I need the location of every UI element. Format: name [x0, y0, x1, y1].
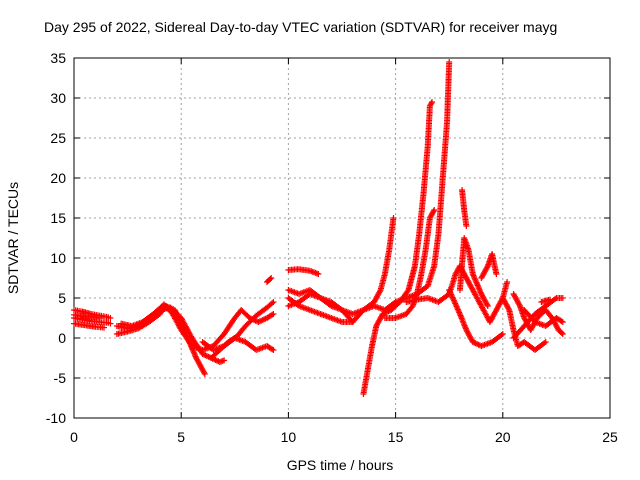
- series-track-9: [208, 355, 228, 365]
- series-markers: [71, 311, 103, 321]
- y-tick-label: 20: [50, 170, 66, 186]
- series-track-2: [71, 315, 114, 327]
- series-track-10: [263, 275, 275, 285]
- series-track-26: [538, 296, 553, 305]
- series-markers: [521, 307, 566, 329]
- series-track-22: [499, 295, 549, 353]
- series-markers: [381, 207, 438, 321]
- series-markers: [71, 315, 114, 327]
- y-tick-label: 0: [58, 330, 66, 346]
- x-tick-label: 20: [495, 429, 511, 445]
- grid-lines: [74, 58, 610, 418]
- series-track-11: [285, 266, 322, 277]
- data-series: [71, 59, 566, 397]
- series-track-19: [459, 187, 470, 229]
- series-track-7: [118, 301, 277, 353]
- series-markers: [285, 266, 322, 277]
- series-markers: [459, 187, 470, 229]
- series-markers: [71, 320, 107, 331]
- y-tick-label: -5: [54, 370, 67, 386]
- chart-title: Day 295 of 2022, Sidereal Day-to-day VTE…: [44, 19, 557, 35]
- series-track-18: [456, 235, 491, 309]
- series-markers: [499, 295, 549, 353]
- series-track-16: [381, 207, 438, 321]
- series-markers: [446, 287, 506, 349]
- axis-ticks: -10 -5 0 5 10 15 20 25 30 35 0 5 10 15 20 25: [46, 50, 618, 445]
- x-tick-label: 15: [388, 429, 404, 445]
- series-markers: [285, 291, 356, 325]
- series-markers: [478, 251, 500, 281]
- series-markers: [263, 275, 275, 285]
- x-tick-label: 5: [177, 429, 185, 445]
- series-track-8: [199, 335, 277, 353]
- series-markers: [118, 301, 277, 353]
- series-markers: [456, 235, 491, 309]
- series-track-24: [510, 295, 566, 341]
- x-tick-label: 10: [281, 429, 297, 445]
- series-markers: [360, 99, 435, 397]
- y-tick-label: 35: [50, 50, 66, 66]
- series-track-15: [360, 99, 435, 397]
- y-tick-label: -10: [46, 410, 66, 426]
- y-tick-label: 30: [50, 90, 66, 106]
- series-track-3: [71, 320, 107, 331]
- x-axis-label: GPS time / hours: [287, 457, 394, 473]
- y-tick-label: 25: [50, 130, 66, 146]
- series-markers: [199, 335, 277, 353]
- y-axis-label: SDTVAR / TECUs: [5, 182, 21, 294]
- series-track-25: [521, 307, 566, 329]
- y-tick-label: 15: [50, 210, 66, 226]
- series-markers: [285, 59, 453, 325]
- series-track-13: [285, 59, 453, 325]
- series-markers: [208, 355, 228, 365]
- series-track-14: [285, 291, 356, 325]
- series-markers: [510, 295, 566, 341]
- series-markers: [538, 296, 553, 305]
- series-track-20: [446, 287, 506, 349]
- plot-frame: [73, 57, 611, 419]
- series-track-4: [71, 311, 103, 321]
- x-tick-label: 0: [70, 429, 78, 445]
- y-tick-label: 10: [50, 250, 66, 266]
- y-tick-label: 5: [58, 290, 66, 306]
- x-tick-label: 25: [602, 429, 618, 445]
- series-track-21: [478, 251, 500, 281]
